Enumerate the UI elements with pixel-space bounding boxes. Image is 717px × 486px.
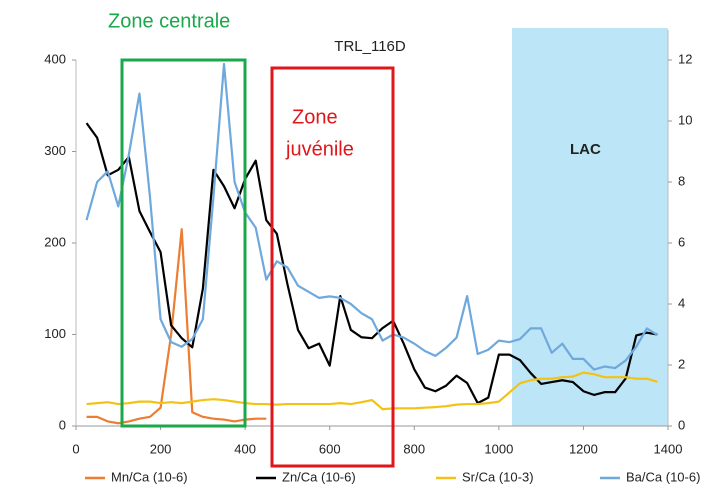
y2-tick-label: 8 [678,173,685,188]
y2-tick-label: 4 [678,295,685,310]
zone-juvenile-label: juvénile [285,138,354,160]
x-tick-label: 0 [72,441,79,456]
chart-title: TRL_116D [334,38,406,55]
series-line [86,228,267,425]
x-tick-label: 800 [403,441,425,456]
zone-centrale-box [120,58,247,428]
y2-tick-label: 2 [678,356,685,371]
zone-juvenile-label: Zone [292,106,338,128]
x-tick-label: 200 [150,441,172,456]
y2-tick-label: 0 [678,417,685,432]
series-line [85,62,659,371]
y-tick-label: 300 [44,143,66,158]
series-line [86,371,658,411]
y2-tick-label: 6 [678,234,685,249]
x-tick-label: 1200 [569,441,598,456]
y-tick-label: 100 [44,326,66,341]
lac-region [512,28,668,426]
legend-label: Ba/Ca (10-6) [626,469,700,484]
y2-tick-label: 12 [678,51,692,66]
x-tick-label: 400 [234,441,256,456]
zone-juvenile-box [270,66,395,468]
lac-label: LAC [570,141,601,158]
series-line [85,122,658,405]
y2-tick-label: 10 [678,112,692,127]
x-tick-label: 1000 [484,441,513,456]
y-tick-label: 400 [44,51,66,66]
y-tick-label: 0 [59,417,66,432]
y-tick-label: 200 [44,234,66,249]
legend-label: Sr/Ca (10-3) [462,469,534,484]
x-tick-label: 600 [319,441,341,456]
zone-centrale-label: Zone centrale [108,10,230,32]
x-tick-label: 1400 [654,441,683,456]
legend-label: Mn/Ca (10-6) [111,469,188,484]
legend-label: Zn/Ca (10-6) [282,469,356,484]
